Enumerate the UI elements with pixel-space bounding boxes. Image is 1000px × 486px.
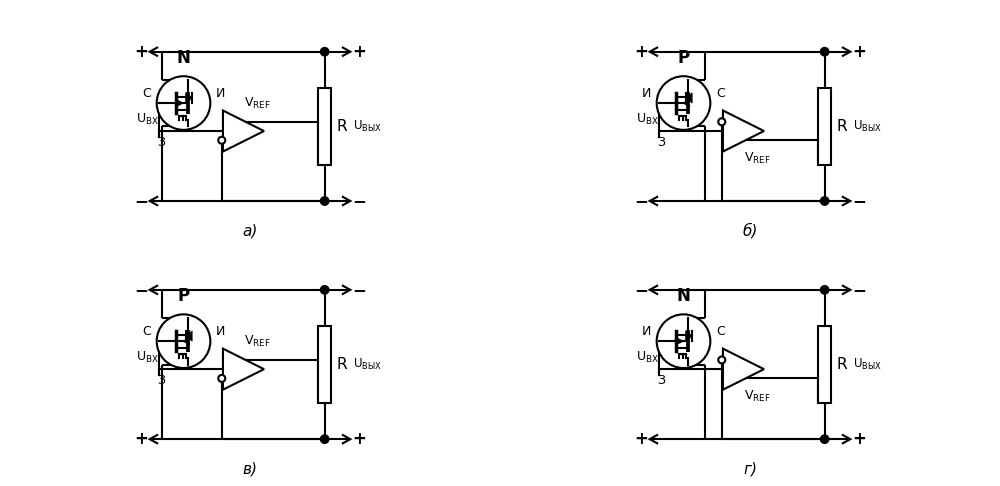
Text: −: − — [134, 281, 148, 299]
Polygon shape — [223, 348, 264, 390]
Text: N: N — [677, 287, 690, 305]
Bar — [818, 326, 831, 403]
Text: V$_{\rm REF}$: V$_{\rm REF}$ — [244, 96, 270, 111]
Circle shape — [657, 76, 710, 130]
Polygon shape — [686, 93, 692, 103]
Text: U$_{\rm ВЫХ}$: U$_{\rm ВЫХ}$ — [353, 119, 382, 134]
Text: R: R — [336, 357, 347, 372]
Circle shape — [657, 314, 710, 368]
Text: З: З — [657, 374, 665, 387]
Text: С: С — [142, 325, 151, 338]
Text: −: − — [634, 192, 648, 210]
Circle shape — [320, 197, 329, 205]
Text: U$_{\rm ВЫХ}$: U$_{\rm ВЫХ}$ — [853, 357, 882, 372]
Text: г): г) — [743, 462, 757, 476]
Text: З: З — [157, 136, 165, 149]
Text: U$_{\rm ВЫХ}$: U$_{\rm ВЫХ}$ — [353, 357, 382, 372]
Text: И: И — [641, 325, 651, 338]
Text: −: − — [134, 192, 148, 210]
Text: −: − — [634, 281, 648, 299]
Text: U$_{\rm ВЫХ}$: U$_{\rm ВЫХ}$ — [853, 119, 882, 134]
Circle shape — [157, 76, 210, 130]
Circle shape — [820, 286, 829, 294]
Text: +: + — [852, 430, 866, 448]
Text: +: + — [134, 430, 148, 448]
Text: И: И — [216, 325, 226, 338]
Polygon shape — [186, 331, 192, 341]
Text: −: − — [352, 192, 366, 210]
Text: V$_{\rm REF}$: V$_{\rm REF}$ — [744, 389, 770, 404]
Polygon shape — [723, 348, 764, 390]
Text: U$_{\rm ВХ}$: U$_{\rm ВХ}$ — [136, 350, 159, 365]
Text: N: N — [177, 49, 190, 67]
Text: З: З — [157, 374, 165, 387]
Circle shape — [820, 48, 829, 56]
Text: −: − — [352, 281, 366, 299]
Bar — [818, 87, 831, 165]
Bar — [318, 87, 331, 165]
Text: +: + — [634, 43, 648, 61]
Text: R: R — [836, 357, 847, 372]
Text: V$_{\rm REF}$: V$_{\rm REF}$ — [244, 334, 270, 349]
Text: б): б) — [742, 223, 758, 238]
Text: U$_{\rm ВХ}$: U$_{\rm ВХ}$ — [636, 112, 659, 127]
Text: U$_{\rm ВХ}$: U$_{\rm ВХ}$ — [636, 350, 659, 365]
Text: +: + — [352, 430, 366, 448]
Polygon shape — [186, 93, 192, 103]
Circle shape — [218, 375, 225, 382]
Text: И: И — [641, 87, 651, 100]
Circle shape — [320, 286, 329, 294]
Text: +: + — [352, 43, 366, 61]
Text: а): а) — [242, 224, 258, 238]
Text: З: З — [657, 136, 665, 149]
Text: в): в) — [242, 462, 258, 476]
Text: R: R — [836, 119, 847, 134]
Circle shape — [218, 137, 225, 144]
Polygon shape — [686, 331, 692, 341]
Bar — [318, 326, 331, 403]
Text: И: И — [216, 87, 226, 100]
Circle shape — [820, 435, 829, 443]
Text: С: С — [716, 87, 725, 100]
Text: С: С — [142, 87, 151, 100]
Circle shape — [157, 314, 210, 368]
Circle shape — [320, 435, 329, 443]
Text: +: + — [634, 430, 648, 448]
Circle shape — [820, 197, 829, 205]
Text: U$_{\rm ВХ}$: U$_{\rm ВХ}$ — [136, 112, 159, 127]
Text: V$_{\rm REF}$: V$_{\rm REF}$ — [744, 151, 770, 166]
Polygon shape — [223, 110, 264, 152]
Text: +: + — [134, 43, 148, 61]
Circle shape — [718, 118, 725, 125]
Text: −: − — [852, 281, 866, 299]
Text: +: + — [852, 43, 866, 61]
Circle shape — [320, 48, 329, 56]
Text: −: − — [852, 192, 866, 210]
Text: P: P — [177, 287, 190, 305]
Circle shape — [718, 356, 725, 364]
Text: R: R — [336, 119, 347, 134]
Text: С: С — [716, 325, 725, 338]
Text: P: P — [677, 49, 690, 67]
Polygon shape — [723, 110, 764, 152]
